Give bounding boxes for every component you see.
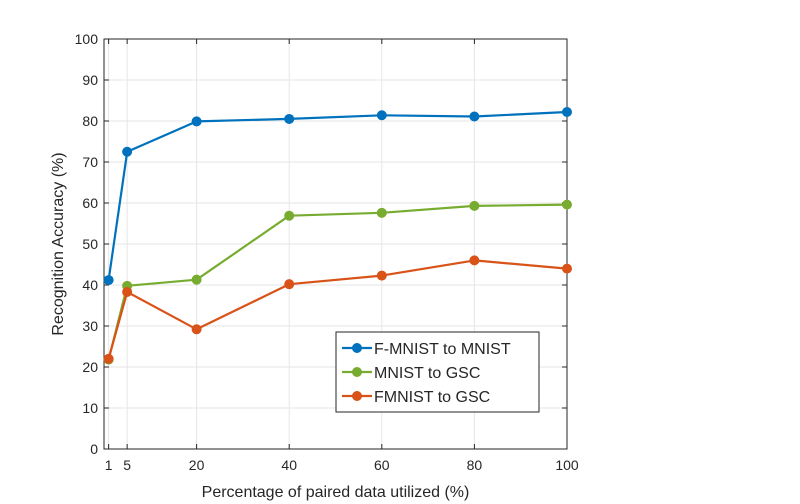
y-tick-label: 40 [82,277,98,293]
data-point [376,207,387,218]
x-tick-label: 20 [189,457,205,473]
x-tick-label: 5 [123,457,131,473]
data-point [122,286,133,297]
data-point [376,270,387,281]
axis-ticks: 0 10 20 30 40 50 60 70 80 90 100 1 5 20 40 60 80 100 [75,31,579,473]
data-point [284,210,295,221]
x-tick-label: 1 [105,457,113,473]
y-tick-label: 20 [82,359,98,375]
x-axis-label: Percentage of paired data utilized (%) [202,484,470,501]
data-point [562,263,572,274]
y-tick-label: 90 [82,72,98,88]
data-point [469,111,480,122]
data-point [469,200,480,211]
data-point [191,116,202,127]
legend-entry-label: F-MNIST to MNIST [374,341,511,358]
legend-marker [352,367,362,377]
legend-marker [352,343,362,353]
data-point [191,324,202,335]
y-tick-label: 100 [75,31,99,47]
legend-marker [352,391,362,401]
legend-entry-label: MNIST to GSC [374,365,480,382]
series-2 [103,199,572,365]
y-tick-label: 70 [82,154,98,170]
x-tick-label: 80 [467,457,483,473]
y-tick-label: 10 [82,400,98,416]
y-tick-label: 50 [82,236,98,252]
x-tick-label: 60 [374,457,390,473]
y-tick-label: 60 [82,195,98,211]
legend: F-MNIST to MNIST MNIST to GSC FMNIST to GS… [335,331,540,413]
data-point [103,275,114,286]
y-axis-label: Recognition Accuracy (%) [50,152,67,335]
data-point [376,110,387,121]
data-point [562,199,572,210]
y-tick-label: 80 [82,113,98,129]
data-point [122,146,133,157]
y-tick-label: 30 [82,318,98,334]
y-tick-label: 0 [90,441,98,457]
data-point [562,106,572,117]
x-tick-label: 40 [281,457,297,473]
x-tick-label: 100 [555,457,579,473]
series-group [103,106,572,365]
series-1 [103,106,572,286]
data-point [103,353,114,364]
data-point [469,255,480,266]
legend-entry-label: FMNIST to GSC [374,389,490,406]
data-point [284,113,295,124]
series-3 [103,255,572,364]
data-point [284,279,295,290]
data-point [191,274,202,285]
